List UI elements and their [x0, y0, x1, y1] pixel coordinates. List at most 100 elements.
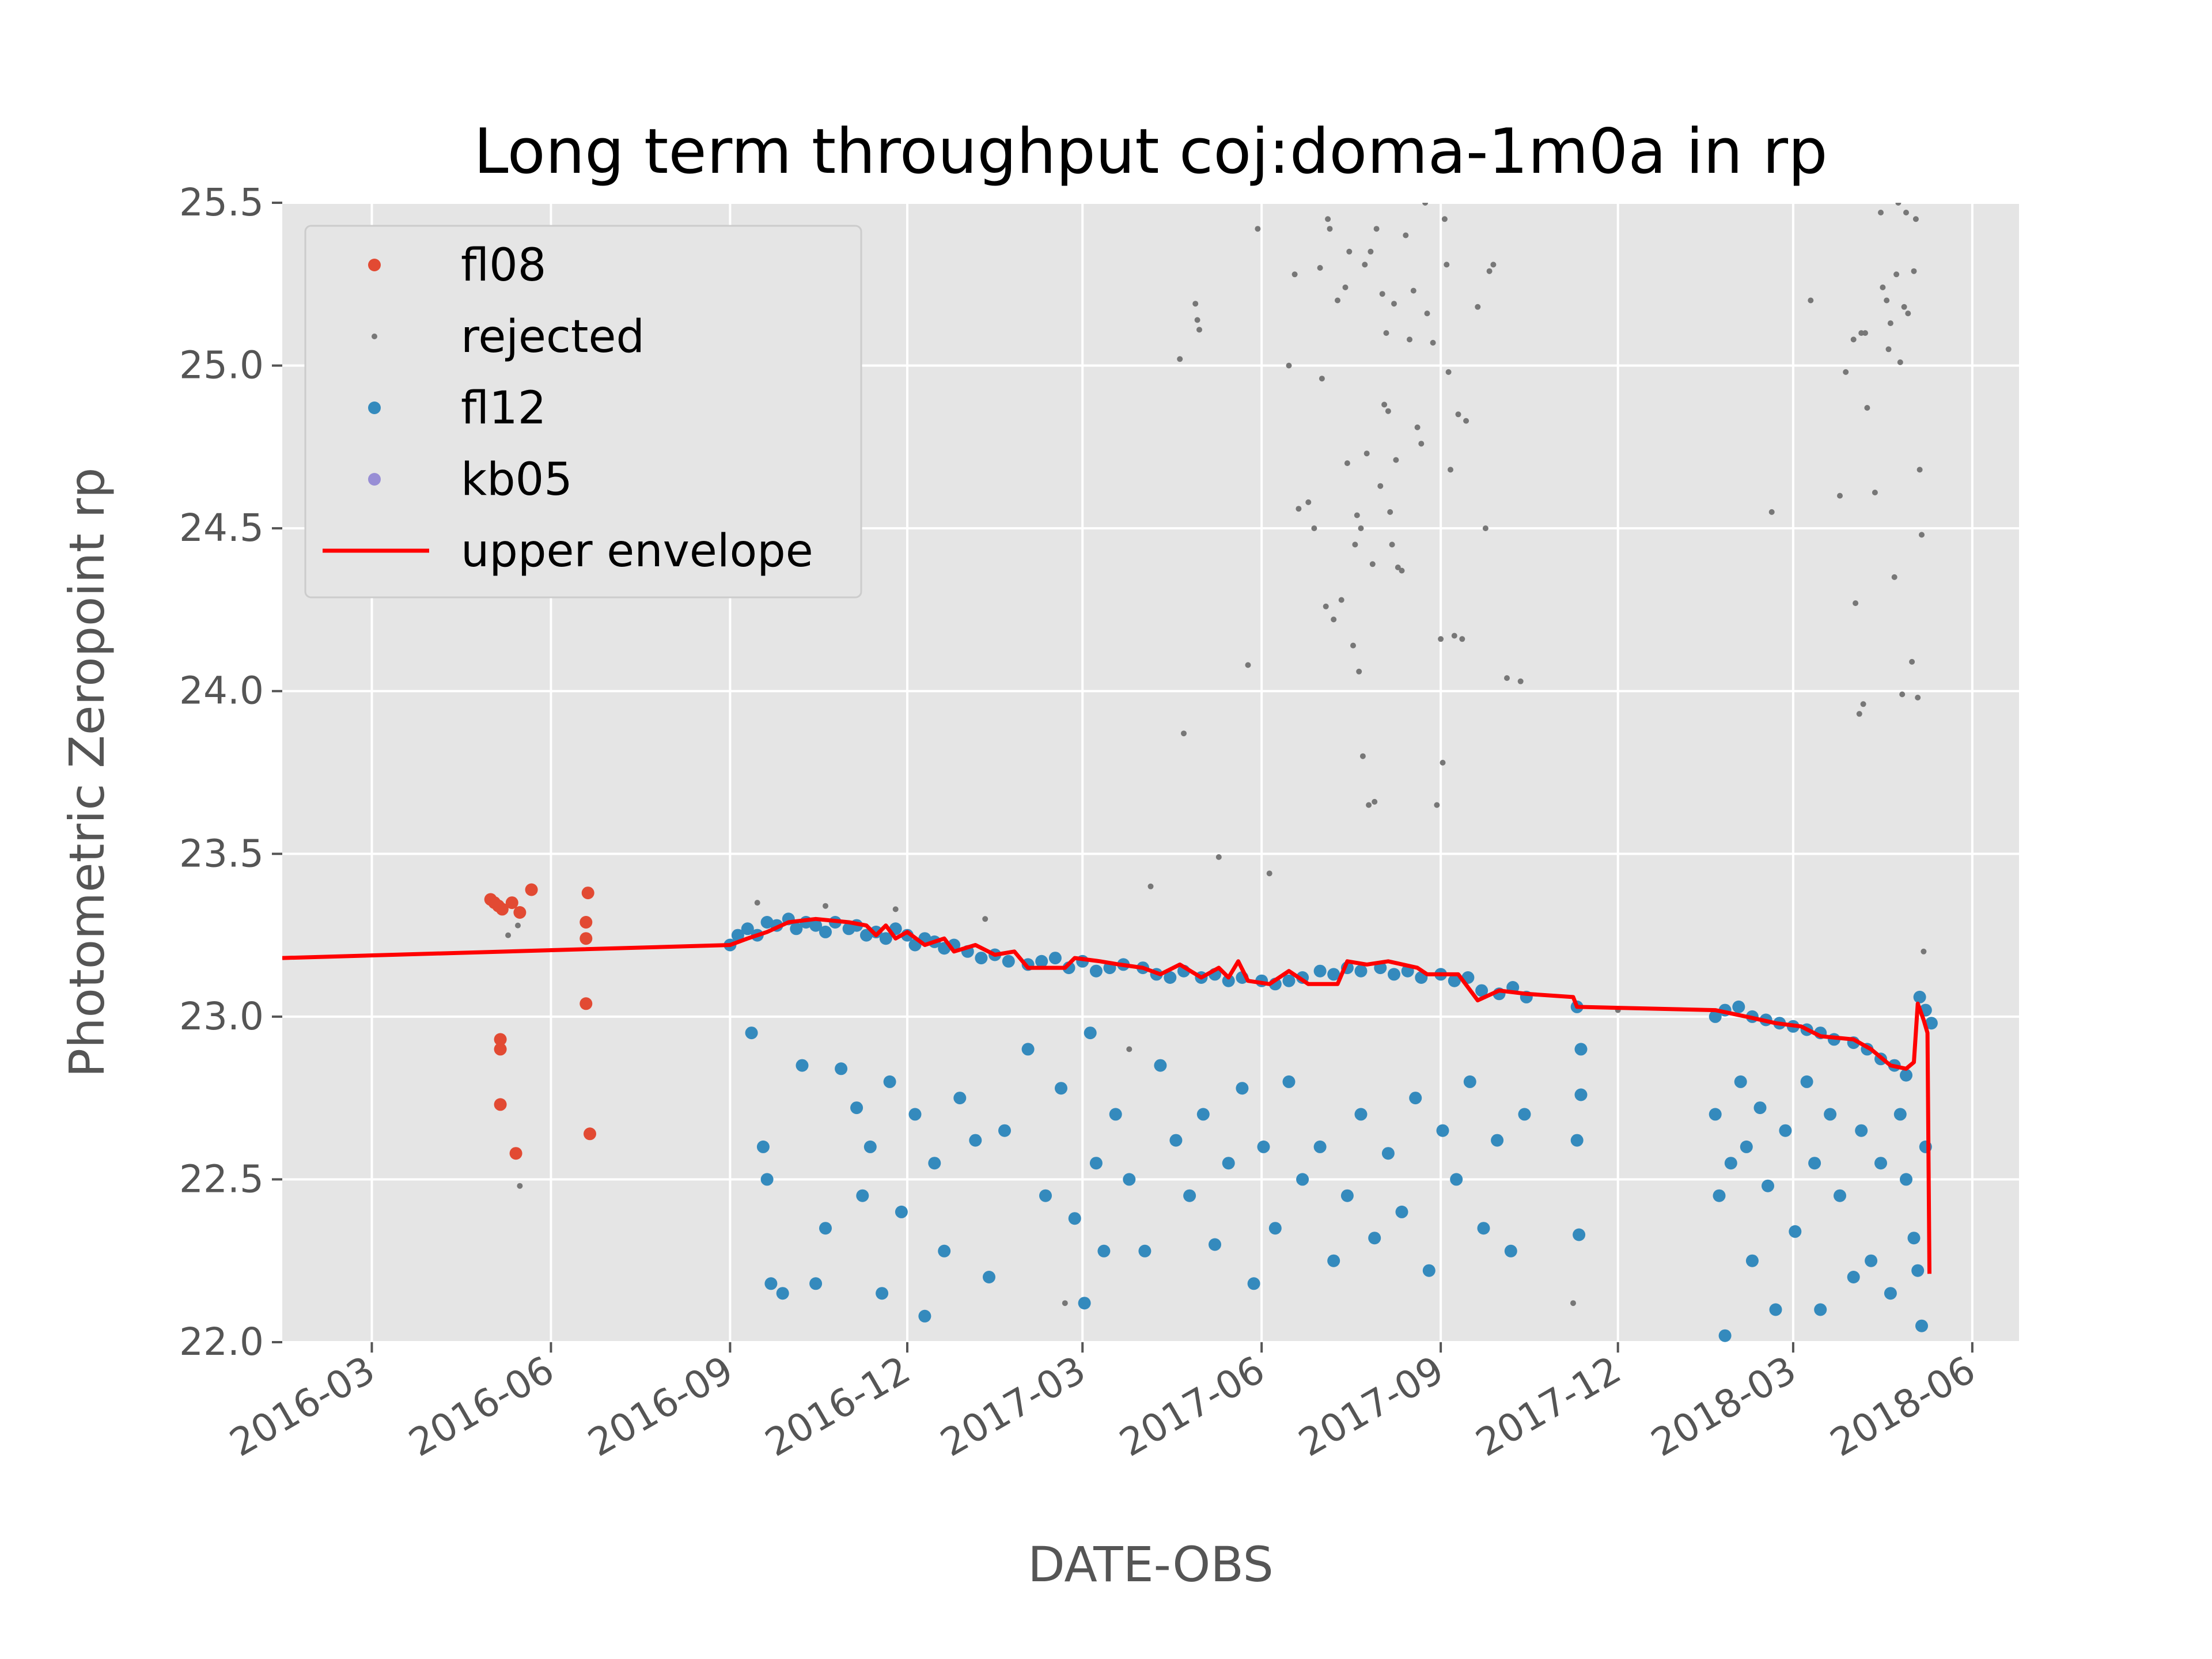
- fl12-point: [1327, 1254, 1340, 1267]
- fl12-point: [1313, 1140, 1327, 1153]
- rejected-point: [1919, 532, 1925, 538]
- fl08-point: [579, 997, 593, 1010]
- legend-entry-upper-envelope: upper envelope: [323, 525, 813, 577]
- rejected-point: [1475, 304, 1481, 310]
- fl12-point: [1925, 1017, 1938, 1030]
- fl12-point: [776, 1287, 789, 1300]
- fl12-point: [1574, 1043, 1588, 1056]
- fl12-point: [998, 1124, 1011, 1137]
- legend-marker: [368, 259, 381, 271]
- fl12-point: [1824, 1108, 1837, 1121]
- rejected-point: [1373, 226, 1380, 232]
- fl12-point: [1138, 1244, 1152, 1257]
- fl12-point: [745, 1027, 758, 1040]
- rejected-point: [1878, 210, 1884, 215]
- fl08-point: [495, 903, 509, 916]
- fl12-point: [1436, 1124, 1449, 1137]
- rejected-point: [1862, 330, 1868, 336]
- y-tick-label: 25.0: [179, 343, 264, 388]
- fl12-point: [731, 929, 744, 942]
- y-tick-label: 25.5: [179, 180, 264, 225]
- fl12-point: [860, 929, 873, 942]
- fl12-point: [1724, 1157, 1737, 1170]
- rejected-point: [1444, 262, 1450, 268]
- fl12-point: [809, 919, 823, 932]
- fl12-point: [1475, 984, 1488, 997]
- fl08-point: [581, 887, 594, 900]
- fl12-point: [883, 1075, 896, 1088]
- rejected-point: [1385, 408, 1391, 414]
- legend: fl08 rejected fl12 kb05 upper envelope: [304, 225, 862, 599]
- rejected-point: [1372, 798, 1378, 805]
- fl12-point: [856, 1189, 869, 1202]
- fl12-point: [1834, 1189, 1846, 1202]
- rejected-point: [1843, 369, 1849, 375]
- rejected-point: [1362, 262, 1368, 268]
- fl12-point: [1395, 1205, 1408, 1218]
- legend-entry-fl08: fl08: [368, 240, 546, 291]
- fl12-point: [819, 925, 832, 938]
- fl12-point: [1450, 1173, 1463, 1186]
- fl08-point: [494, 1043, 507, 1056]
- fl12-point: [1222, 1157, 1235, 1170]
- chart-title: Long term throughput coj:doma-1m0a in rp: [474, 116, 1827, 188]
- fl12-point: [1789, 1225, 1802, 1238]
- fl12-point: [1313, 964, 1327, 978]
- rejected-point: [1369, 561, 1376, 567]
- rejected-point: [1893, 271, 1900, 278]
- rejected-point: [1381, 402, 1388, 408]
- legend-label: fl12: [461, 382, 546, 434]
- rejected-point: [1482, 525, 1488, 532]
- rejected-point: [1430, 340, 1436, 346]
- fl12-point: [1915, 1319, 1928, 1332]
- rejected-point: [1356, 668, 1362, 675]
- legend-label: fl08: [461, 240, 546, 291]
- rejected-point: [1331, 616, 1337, 623]
- fl12-point: [1855, 1124, 1868, 1137]
- y-tick-label: 23.5: [179, 831, 264, 876]
- fl12-point: [983, 1271, 995, 1283]
- rejected-point: [1410, 287, 1416, 294]
- rejected-point: [1911, 268, 1917, 274]
- rejected-point: [1872, 490, 1878, 495]
- fl12-point: [1035, 955, 1048, 968]
- rejected-point: [1194, 317, 1200, 323]
- x-axis-label: DATE-OBS: [1028, 1536, 1274, 1593]
- fl12-point: [975, 952, 988, 965]
- rejected-point: [1880, 284, 1886, 290]
- fl12-point: [1078, 1297, 1091, 1310]
- fl08-point: [579, 932, 593, 945]
- fl12-point: [1893, 1108, 1907, 1121]
- rejected-point: [982, 916, 988, 922]
- rejected-point: [1570, 1300, 1576, 1306]
- fl12-point: [879, 932, 892, 945]
- rejected-point: [1860, 701, 1866, 707]
- fl08-point: [579, 916, 593, 929]
- fl12-point: [1570, 1134, 1584, 1147]
- rejected-point: [1451, 632, 1457, 639]
- rejected-point: [1486, 268, 1493, 274]
- fl12-point: [1002, 955, 1015, 968]
- fl08-point: [509, 1147, 522, 1160]
- fl12-point: [1296, 1173, 1309, 1186]
- rejected-point: [1903, 210, 1909, 215]
- rejected-point: [1181, 730, 1187, 737]
- rejected-point: [1177, 356, 1183, 362]
- rejected-point: [1891, 574, 1897, 580]
- fl12-point: [1800, 1075, 1813, 1088]
- rejected-point: [1126, 1046, 1132, 1052]
- fl12-point: [1491, 1134, 1504, 1147]
- rejected-point: [1912, 216, 1919, 222]
- rejected-point: [1323, 603, 1329, 609]
- legend-label: kb05: [461, 454, 573, 506]
- fl12-point: [1847, 1271, 1860, 1283]
- rejected-point: [1393, 457, 1399, 463]
- rejected-point: [1441, 216, 1448, 222]
- rejected-point: [1916, 467, 1923, 473]
- rejected-point: [1354, 512, 1360, 518]
- rejected-point: [1286, 362, 1292, 369]
- fl12-point: [1354, 1108, 1368, 1121]
- grid: [282, 202, 2019, 1343]
- rejected-point: [823, 903, 828, 909]
- rejected-point: [1407, 336, 1412, 343]
